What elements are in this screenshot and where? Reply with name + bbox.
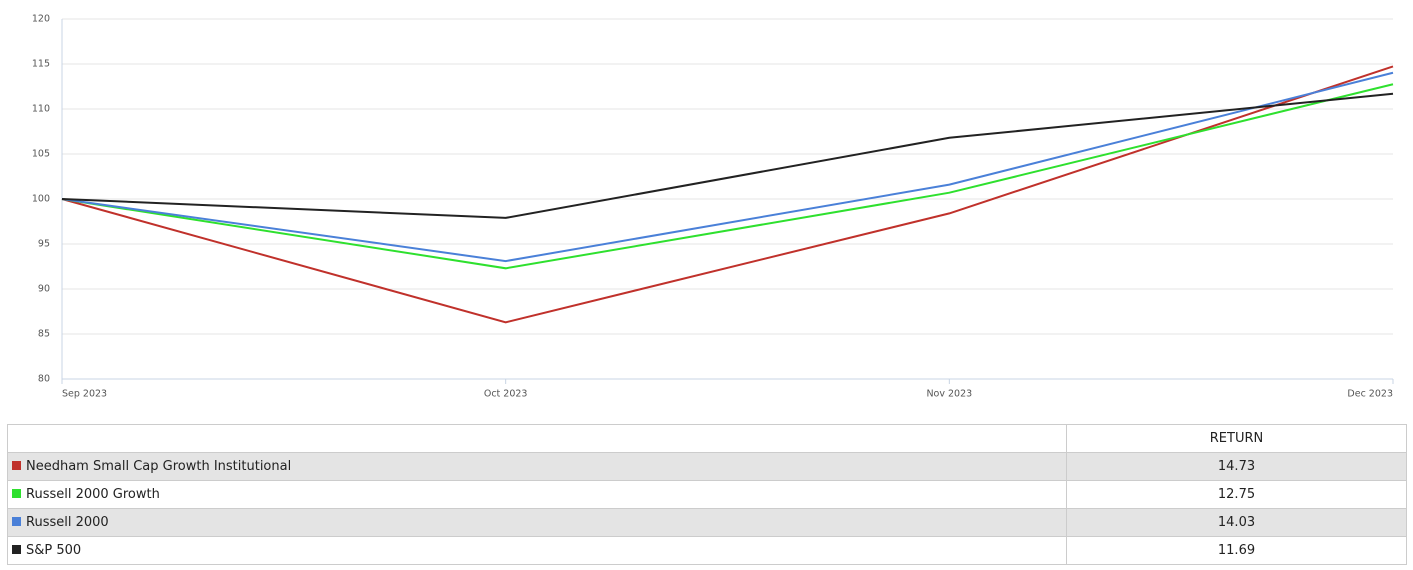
y-tick-label: 95 [38, 239, 50, 250]
header-blank [7, 424, 1067, 453]
table-row: S&P 500 11.69 [7, 536, 1407, 565]
legend-label: Russell 2000 [26, 515, 109, 530]
return-cell: 11.69 [1066, 536, 1407, 565]
table-row: Needham Small Cap Growth Institutional 14… [7, 452, 1407, 481]
name-cell: S&P 500 [7, 536, 1067, 565]
y-tick-label: 100 [32, 194, 50, 205]
y-tick-label: 90 [38, 284, 50, 295]
x-tick-label: Sep 2023 [62, 389, 107, 400]
x-tick-label: Dec 2023 [1347, 389, 1393, 400]
y-tick-label: 80 [38, 374, 50, 385]
series-line [61, 92, 1394, 219]
table-row: Russell 2000 Growth 12.75 [7, 480, 1407, 509]
y-tick-label: 110 [32, 104, 50, 115]
legend-swatch [12, 517, 21, 526]
table-row: Russell 2000 14.03 [7, 508, 1407, 537]
return-cell: 12.75 [1066, 480, 1407, 509]
y-tick-label: 85 [38, 329, 50, 340]
series-line [61, 65, 1394, 324]
y-tick-label: 115 [32, 59, 50, 70]
table-body: RETURN Needham Small Cap Growth Institut… [7, 424, 1407, 565]
chart: 80 85 90 95 100 105 110 115 120 Sep 2023 Oct 2023 N… [32, 14, 1394, 400]
legend-swatch [12, 461, 21, 470]
x-tick-label: Oct 2023 [484, 389, 528, 400]
legend-swatch [12, 545, 21, 554]
return-table: RETURN Needham Small Cap Growth Institut… [7, 424, 1407, 565]
name-cell: Russell 2000 [7, 508, 1067, 537]
x-tick-label: Nov 2023 [926, 389, 972, 400]
header-row: RETURN [7, 424, 1407, 453]
legend-label: S&P 500 [26, 543, 82, 558]
name-cell: Russell 2000 Growth [7, 480, 1067, 509]
header-cell: RETURN [1066, 424, 1407, 453]
name-cell: Needham Small Cap Growth Institutional [7, 452, 1067, 481]
legend-label: Russell 2000 Growth [26, 487, 160, 502]
series-line [61, 71, 1394, 263]
return-cell: 14.73 [1066, 452, 1407, 481]
legend-label: Needham Small Cap Growth Institutional [26, 459, 292, 474]
legend-swatch [12, 489, 21, 498]
y-tick-label: 120 [32, 14, 50, 25]
y-tick-label: 105 [32, 149, 50, 160]
return-cell: 14.03 [1066, 508, 1407, 537]
series-line [61, 83, 1394, 270]
